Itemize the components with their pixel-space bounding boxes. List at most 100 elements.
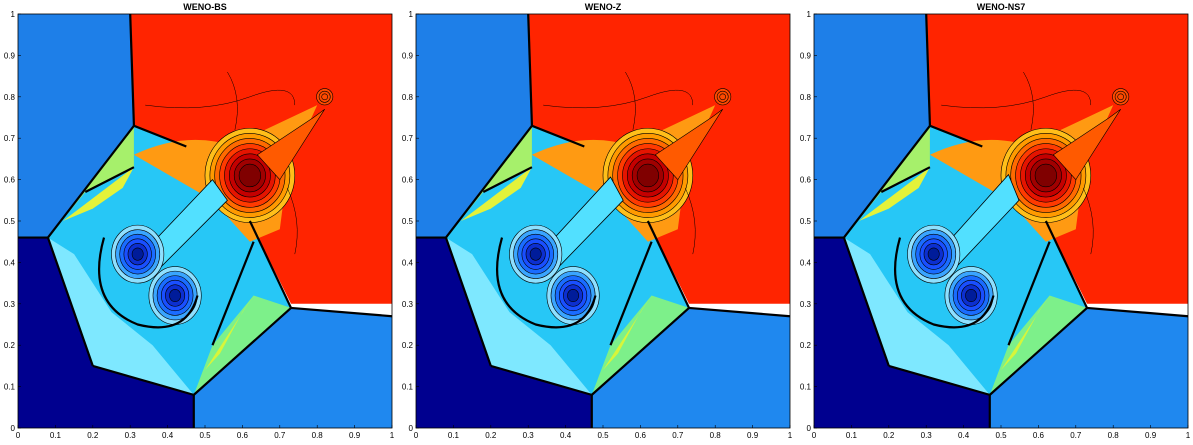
shock-line: [84, 166, 135, 193]
x-tick-label: 0.1: [448, 431, 460, 440]
x-tick-label: 0.2: [485, 431, 497, 440]
y-tick-label: 0.4: [4, 258, 16, 267]
shock-line: [688, 306, 790, 318]
jet-finger: [1052, 108, 1121, 181]
x-tick-label: 0.7: [672, 431, 684, 440]
y-tick-label: 0.2: [4, 341, 16, 350]
x-tick-label: 0: [16, 431, 21, 440]
y-tick-label: 0.3: [4, 300, 16, 309]
quadrant-bottom-left: [416, 237, 592, 428]
contour-plot: WENO-NS7 0 0.1 0.2 0.3 0.4 0.5 0.6 0.7 0.8 0.9 1 0 0.…: [800, 2, 1191, 440]
shock-line: [92, 364, 195, 396]
vortex-contour: [169, 289, 181, 303]
vortex-contour: [927, 247, 940, 261]
y-tick-label: 0.4: [402, 258, 414, 267]
shock-line: [591, 307, 690, 396]
jet-tip-roll: [719, 93, 726, 101]
x-tick-label: 0.3: [125, 431, 137, 440]
vortex-contour: [567, 289, 579, 303]
y-tick-label: 0.8: [402, 93, 414, 102]
shock-line: [1086, 306, 1188, 318]
y-tick-label: 0.5: [800, 217, 812, 226]
y-tick-label: 0.8: [4, 93, 16, 102]
x-tick-label: 0.9: [1145, 431, 1157, 440]
y-tick-label: 0.7: [4, 134, 16, 143]
x-tick-label: 0.6: [635, 431, 647, 440]
quadrant-bottom-left: [814, 237, 990, 428]
y-tick-label: 0: [409, 424, 414, 433]
x-tick-label: 0.9: [747, 431, 759, 440]
jet-tip-roll: [321, 93, 328, 101]
shock-line: [929, 124, 983, 148]
y-tick-label: 0.7: [800, 134, 812, 143]
shock-line: [531, 124, 585, 148]
x-tick-label: 0.6: [237, 431, 249, 440]
shock-line: [925, 14, 932, 126]
wedge-upper-left-inner: [858, 167, 930, 221]
shock-line: [843, 125, 931, 239]
wedge-lower-right-inner: [1001, 295, 1050, 370]
contour-lines: [145, 71, 298, 255]
x-tick-label: 0: [414, 431, 419, 440]
mushroom-cap: [893, 237, 995, 329]
x-tick-label: 0.5: [597, 431, 609, 440]
y-tick-label: 0.5: [402, 217, 414, 226]
shock-line: [1044, 220, 1089, 309]
y-tick-label: 0.9: [4, 51, 16, 60]
quadrant-bottom-right: [989, 307, 1188, 428]
x-tick-label: 0.2: [87, 431, 99, 440]
mushroom-cap: [97, 237, 199, 329]
y-tick-label: 0.2: [800, 341, 812, 350]
y-tick-label: 0.1: [4, 383, 16, 392]
wedge-lower-right: [591, 295, 689, 395]
shock-line: [989, 307, 1088, 396]
x-tick-label: 0.9: [349, 431, 361, 440]
panel-weno-z: WENO-Z 0 0.1 0.2 0.3 0.4 0.5 0.6 0.7 0.8 0.9 1 0 0.1 0…: [398, 0, 796, 445]
wedge-lower-right-inner: [205, 295, 254, 370]
x-tick-label: 0.2: [883, 431, 895, 440]
x-tick-label: 1: [390, 431, 395, 440]
x-tick-label: 0.3: [523, 431, 535, 440]
wedge-lower-right: [193, 295, 291, 395]
y-tick-label: 0.7: [402, 134, 414, 143]
shock-line: [47, 125, 135, 239]
y-tick-label: 0.5: [4, 217, 16, 226]
y-tick-label: 0: [807, 424, 812, 433]
quadrant-bottom-right: [591, 307, 790, 428]
shock-line: [888, 364, 991, 396]
shock-line: [445, 125, 533, 239]
x-tick-label: 0.4: [162, 431, 174, 440]
x-tick-label: 1: [1186, 431, 1191, 440]
quadrant-top-left: [18, 14, 134, 238]
shock-line: [842, 237, 890, 367]
quadrant-top-left: [416, 14, 532, 238]
shock-line: [482, 166, 533, 193]
y-tick-label: 0: [11, 424, 16, 433]
shock-line: [193, 307, 292, 396]
x-tick-label: 0.4: [560, 431, 572, 440]
y-tick-label: 1: [11, 10, 16, 19]
panel-weno-ns7: WENO-NS7 0 0.1 0.2 0.3 0.4 0.5 0.6 0.7 0.8 0.9 1 0 0.…: [796, 0, 1193, 445]
y-tick-label: 1: [807, 10, 812, 19]
y-tick-label: 0.1: [800, 383, 812, 392]
panel-title: WENO-NS7: [977, 2, 1026, 12]
y-tick-label: 0.8: [800, 93, 812, 102]
mixing-region-lower: [843, 237, 990, 395]
x-tick-label: 1: [788, 431, 793, 440]
y-tick-label: 0.3: [402, 300, 414, 309]
y-tick-label: 1: [409, 10, 414, 19]
vortex-contour: [131, 247, 144, 261]
quadrant-bottom-right: [193, 307, 392, 428]
x-tick-label: 0.5: [199, 431, 211, 440]
y-tick-label: 0.6: [4, 176, 16, 185]
vortex-contour: [529, 247, 542, 261]
shock-line: [1007, 241, 1051, 346]
quadrant-bottom-left: [18, 237, 194, 428]
shock-line: [444, 237, 492, 367]
y-tick-label: 0.9: [402, 51, 414, 60]
x-tick-label: 0.1: [846, 431, 858, 440]
contour-plot: WENO-Z 0 0.1 0.2 0.3 0.4 0.5 0.6 0.7 0.8 0.9 1 0 0.1 0…: [402, 2, 793, 440]
panel-title: WENO-Z: [585, 2, 622, 12]
shock-line: [609, 241, 653, 346]
shock-line: [290, 306, 392, 318]
